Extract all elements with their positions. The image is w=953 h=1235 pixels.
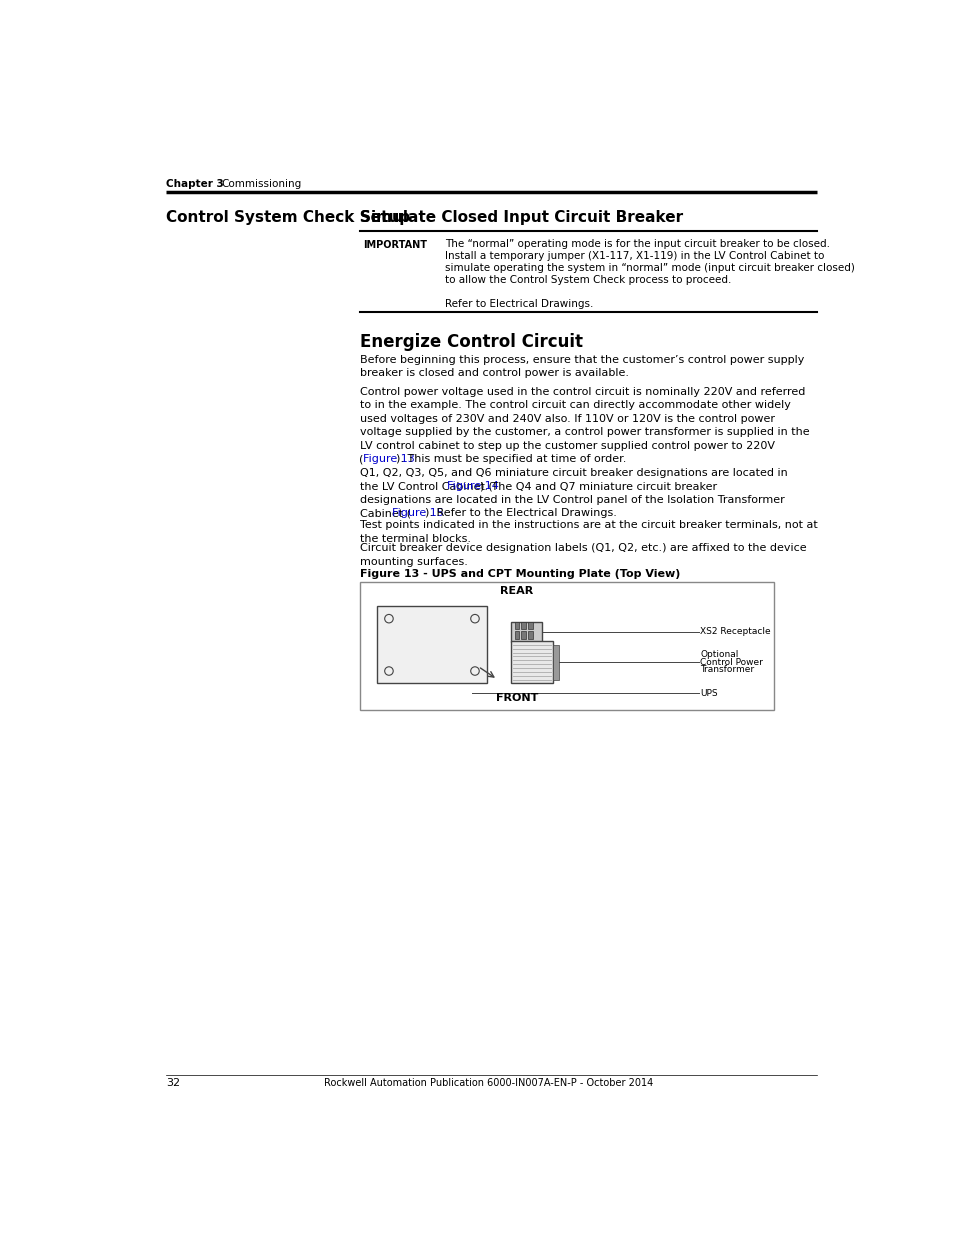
Text: LV control cabinet to step up the customer supplied control power to 220V: LV control cabinet to step up the custom…	[359, 441, 774, 451]
Text: Energize Control Circuit: Energize Control Circuit	[359, 333, 582, 351]
Text: simulate operating the system in “normal” mode (input circuit breaker closed): simulate operating the system in “normal…	[444, 263, 854, 273]
Text: REAR: REAR	[500, 587, 533, 597]
Bar	[514, 631, 518, 638]
Text: Refer to Electrical Drawings.: Refer to Electrical Drawings.	[444, 299, 593, 309]
Text: the terminal blocks.: the terminal blocks.	[359, 534, 470, 543]
Text: ). The Q4 and Q7 miniature circuit breaker: ). The Q4 and Q7 miniature circuit break…	[479, 482, 716, 492]
Text: ). This must be specified at time of order.: ). This must be specified at time of ord…	[395, 454, 625, 464]
Text: breaker is closed and control power is available.: breaker is closed and control power is a…	[359, 368, 628, 378]
Text: Chapter 3: Chapter 3	[166, 179, 223, 189]
Bar	[528, 631, 533, 638]
Text: Figure 15: Figure 15	[392, 508, 443, 519]
Text: the LV Control Cabinet (: the LV Control Cabinet (	[359, 482, 492, 492]
Text: Test points indicated in the instructions are at the circuit breaker terminals, : Test points indicated in the instruction…	[359, 520, 817, 530]
Text: Commissioning: Commissioning	[221, 179, 301, 189]
Bar	[514, 621, 518, 630]
Text: Rockwell Automation Publication 6000-IN007A-EN-P - October 2014: Rockwell Automation Publication 6000-IN0…	[324, 1078, 653, 1088]
Bar	[359, 582, 773, 710]
Bar	[553, 645, 558, 679]
Bar	[528, 621, 533, 630]
Text: Simulate Closed Input Circuit Breaker: Simulate Closed Input Circuit Breaker	[359, 210, 682, 225]
Text: designations are located in the LV Control panel of the Isolation Transformer: designations are located in the LV Contr…	[359, 495, 783, 505]
Text: FRONT: FRONT	[496, 693, 537, 703]
Text: Cabinet (: Cabinet (	[359, 508, 410, 519]
Bar	[521, 631, 525, 638]
Text: Optional: Optional	[700, 650, 739, 659]
Text: 32: 32	[166, 1078, 180, 1088]
Text: Figure 14: Figure 14	[446, 482, 498, 492]
Text: Transformer: Transformer	[700, 666, 754, 674]
Text: Figure 13: Figure 13	[363, 454, 415, 464]
Bar	[510, 641, 553, 683]
Text: used voltages of 230V and 240V also. If 110V or 120V is the control power: used voltages of 230V and 240V also. If …	[359, 414, 774, 424]
Text: mounting surfaces.: mounting surfaces.	[359, 557, 467, 567]
Text: IMPORTANT: IMPORTANT	[363, 240, 427, 249]
Text: Install a temporary jumper (X1-117, X1-119) in the LV Control Cabinet to: Install a temporary jumper (X1-117, X1-1…	[444, 251, 823, 261]
Text: ). Refer to the Electrical Drawings.: ). Refer to the Electrical Drawings.	[425, 508, 617, 519]
Bar	[521, 621, 525, 630]
Text: Figure 13 - UPS and CPT Mounting Plate (Top View): Figure 13 - UPS and CPT Mounting Plate (…	[359, 569, 679, 579]
Text: Control System Check Setup: Control System Check Setup	[166, 210, 410, 225]
Text: Control Power: Control Power	[700, 658, 762, 667]
Text: UPS: UPS	[700, 689, 718, 698]
Text: Before beginning this process, ensure that the customer’s control power supply: Before beginning this process, ensure th…	[359, 354, 803, 364]
Text: Control power voltage used in the control circuit is nominally 220V and referred: Control power voltage used in the contro…	[359, 387, 804, 396]
Text: XS2 Receptacle: XS2 Receptacle	[700, 627, 770, 636]
Text: The “normal” operating mode is for the input circuit breaker to be closed.: The “normal” operating mode is for the i…	[444, 240, 829, 249]
Text: (: (	[359, 454, 363, 464]
Text: Q1, Q2, Q3, Q5, and Q6 miniature circuit breaker designations are located in: Q1, Q2, Q3, Q5, and Q6 miniature circuit…	[359, 468, 786, 478]
Bar	[510, 621, 541, 642]
Text: voltage supplied by the customer, a control power transformer is supplied in the: voltage supplied by the customer, a cont…	[359, 427, 808, 437]
Text: to allow the Control System Check process to proceed.: to allow the Control System Check proces…	[444, 275, 730, 285]
Text: to in the example. The control circuit can directly accommodate other widely: to in the example. The control circuit c…	[359, 400, 789, 410]
Text: Circuit breaker device designation labels (Q1, Q2, etc.) are affixed to the devi: Circuit breaker device designation label…	[359, 543, 805, 553]
Bar	[376, 606, 487, 683]
